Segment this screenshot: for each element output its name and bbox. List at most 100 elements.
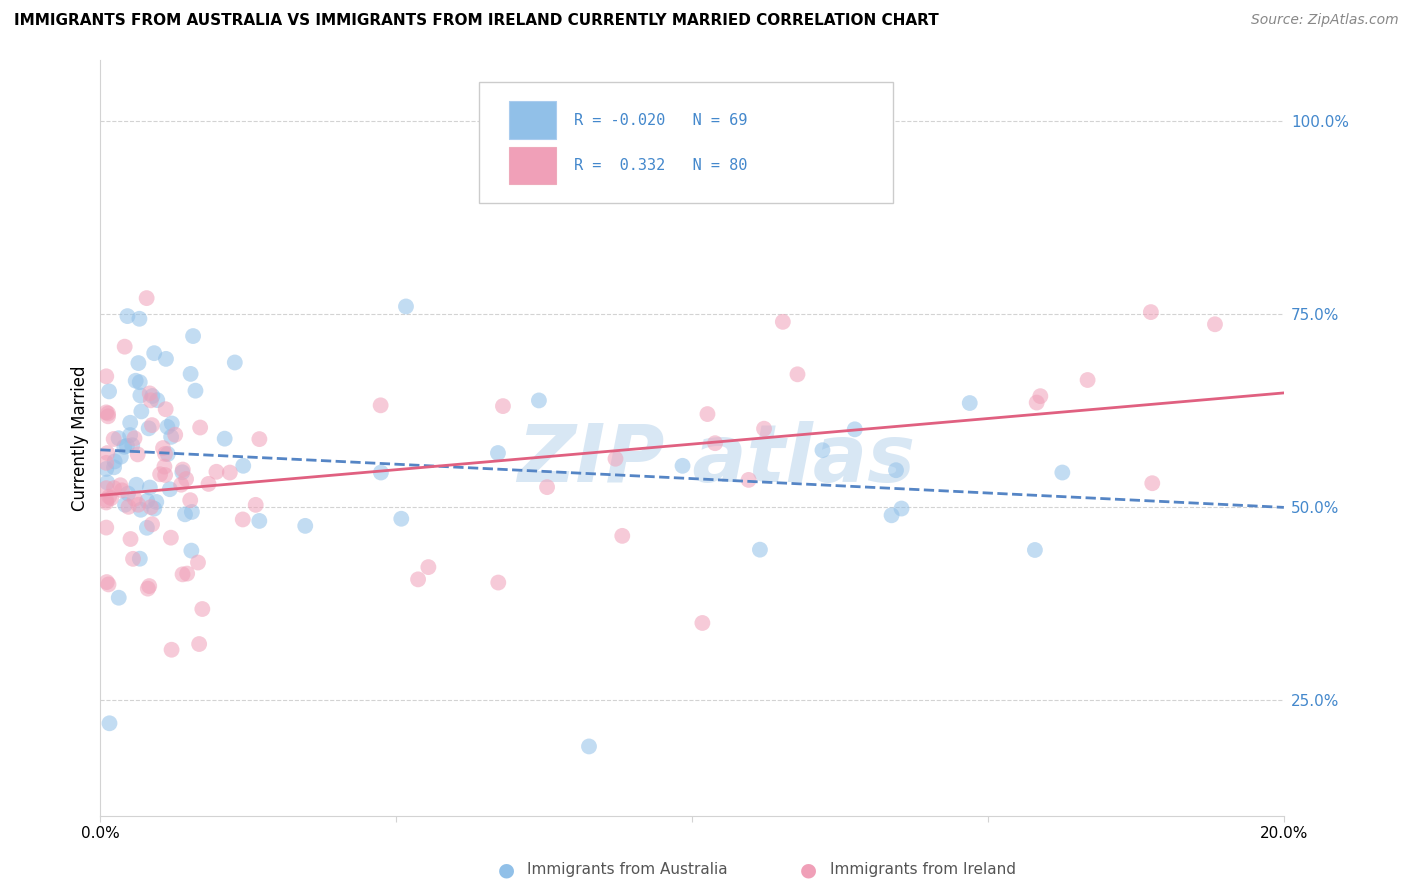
Point [197,477,219,491]
Point [146,393,169,408]
Point [884,463,907,477]
Point [128,551,150,566]
Point [160,642,183,657]
Point [110,450,132,464]
Point [1204,318,1226,332]
Point [96,481,118,495]
Point [141,389,163,403]
Point [103,460,125,475]
Point [418,560,440,574]
Point [125,374,148,388]
Text: ●: ● [498,860,515,880]
Point [752,422,775,436]
Point [406,573,429,587]
Text: ZIP atlas: ZIP atlas [517,421,915,500]
Point [844,422,866,436]
Point [155,402,177,417]
Text: R = -0.020   N = 69: R = -0.020 N = 69 [574,112,747,128]
Text: ●: ● [800,860,817,880]
Point [1024,543,1046,558]
Point [671,458,693,473]
Point [811,443,834,458]
Point [129,502,152,516]
Text: IMMIGRANTS FROM AUSTRALIA VS IMMIGRANTS FROM IRELAND CURRENTLY MARRIED CORRELATI: IMMIGRANTS FROM AUSTRALIA VS IMMIGRANTS … [14,13,939,29]
Point [232,458,254,473]
Point [120,532,142,546]
Point [138,579,160,593]
Point [96,462,118,476]
Point [890,501,912,516]
Point [104,454,127,468]
Point [180,505,202,519]
Point [103,432,125,446]
Point [141,418,163,433]
Point [143,346,166,360]
Point [139,393,162,408]
Point [160,430,183,444]
Point [117,500,139,514]
Point [772,315,794,329]
Point [880,508,903,523]
Point [115,439,138,453]
Point [114,340,136,354]
Point [1025,395,1047,409]
Point [492,399,515,413]
Text: R =  0.332   N = 80: R = 0.332 N = 80 [574,158,747,173]
Point [127,356,149,370]
Point [172,465,194,479]
Point [98,716,121,731]
Point [180,543,202,558]
Point [527,393,550,408]
Point [605,451,627,466]
Point [181,329,204,343]
Point [138,421,160,435]
Point [160,417,183,431]
Point [578,739,600,754]
Point [96,405,118,419]
Point [218,466,240,480]
Point [188,637,211,651]
Point [536,480,558,494]
Point [122,552,145,566]
Point [96,493,118,508]
Point [232,512,254,526]
Point [170,477,193,491]
FancyBboxPatch shape [479,82,893,203]
Point [153,467,176,482]
Point [696,407,718,421]
Point [704,436,727,450]
Point [139,481,162,495]
Point [139,500,162,515]
Point [96,446,118,460]
Point [612,529,634,543]
Point [128,375,150,389]
Point [174,472,197,486]
Point [1052,466,1074,480]
Point [124,491,146,506]
Point [135,521,157,535]
Point [98,384,121,399]
Point [294,519,316,533]
Point [176,566,198,581]
Point [121,438,143,452]
Point [247,432,270,446]
Point [136,582,159,596]
Point [214,432,236,446]
Point [120,416,142,430]
Point [125,477,148,491]
Point [486,575,509,590]
Point [149,467,172,482]
Point [107,431,129,445]
Point [156,447,179,461]
Point [114,498,136,512]
Point [96,456,118,470]
Point [111,483,134,498]
Point [127,498,149,512]
Point [98,490,121,504]
Point [188,420,211,434]
Point [737,473,759,487]
Point [370,398,392,412]
Point [486,446,509,460]
Point [184,384,207,398]
Point [152,441,174,455]
